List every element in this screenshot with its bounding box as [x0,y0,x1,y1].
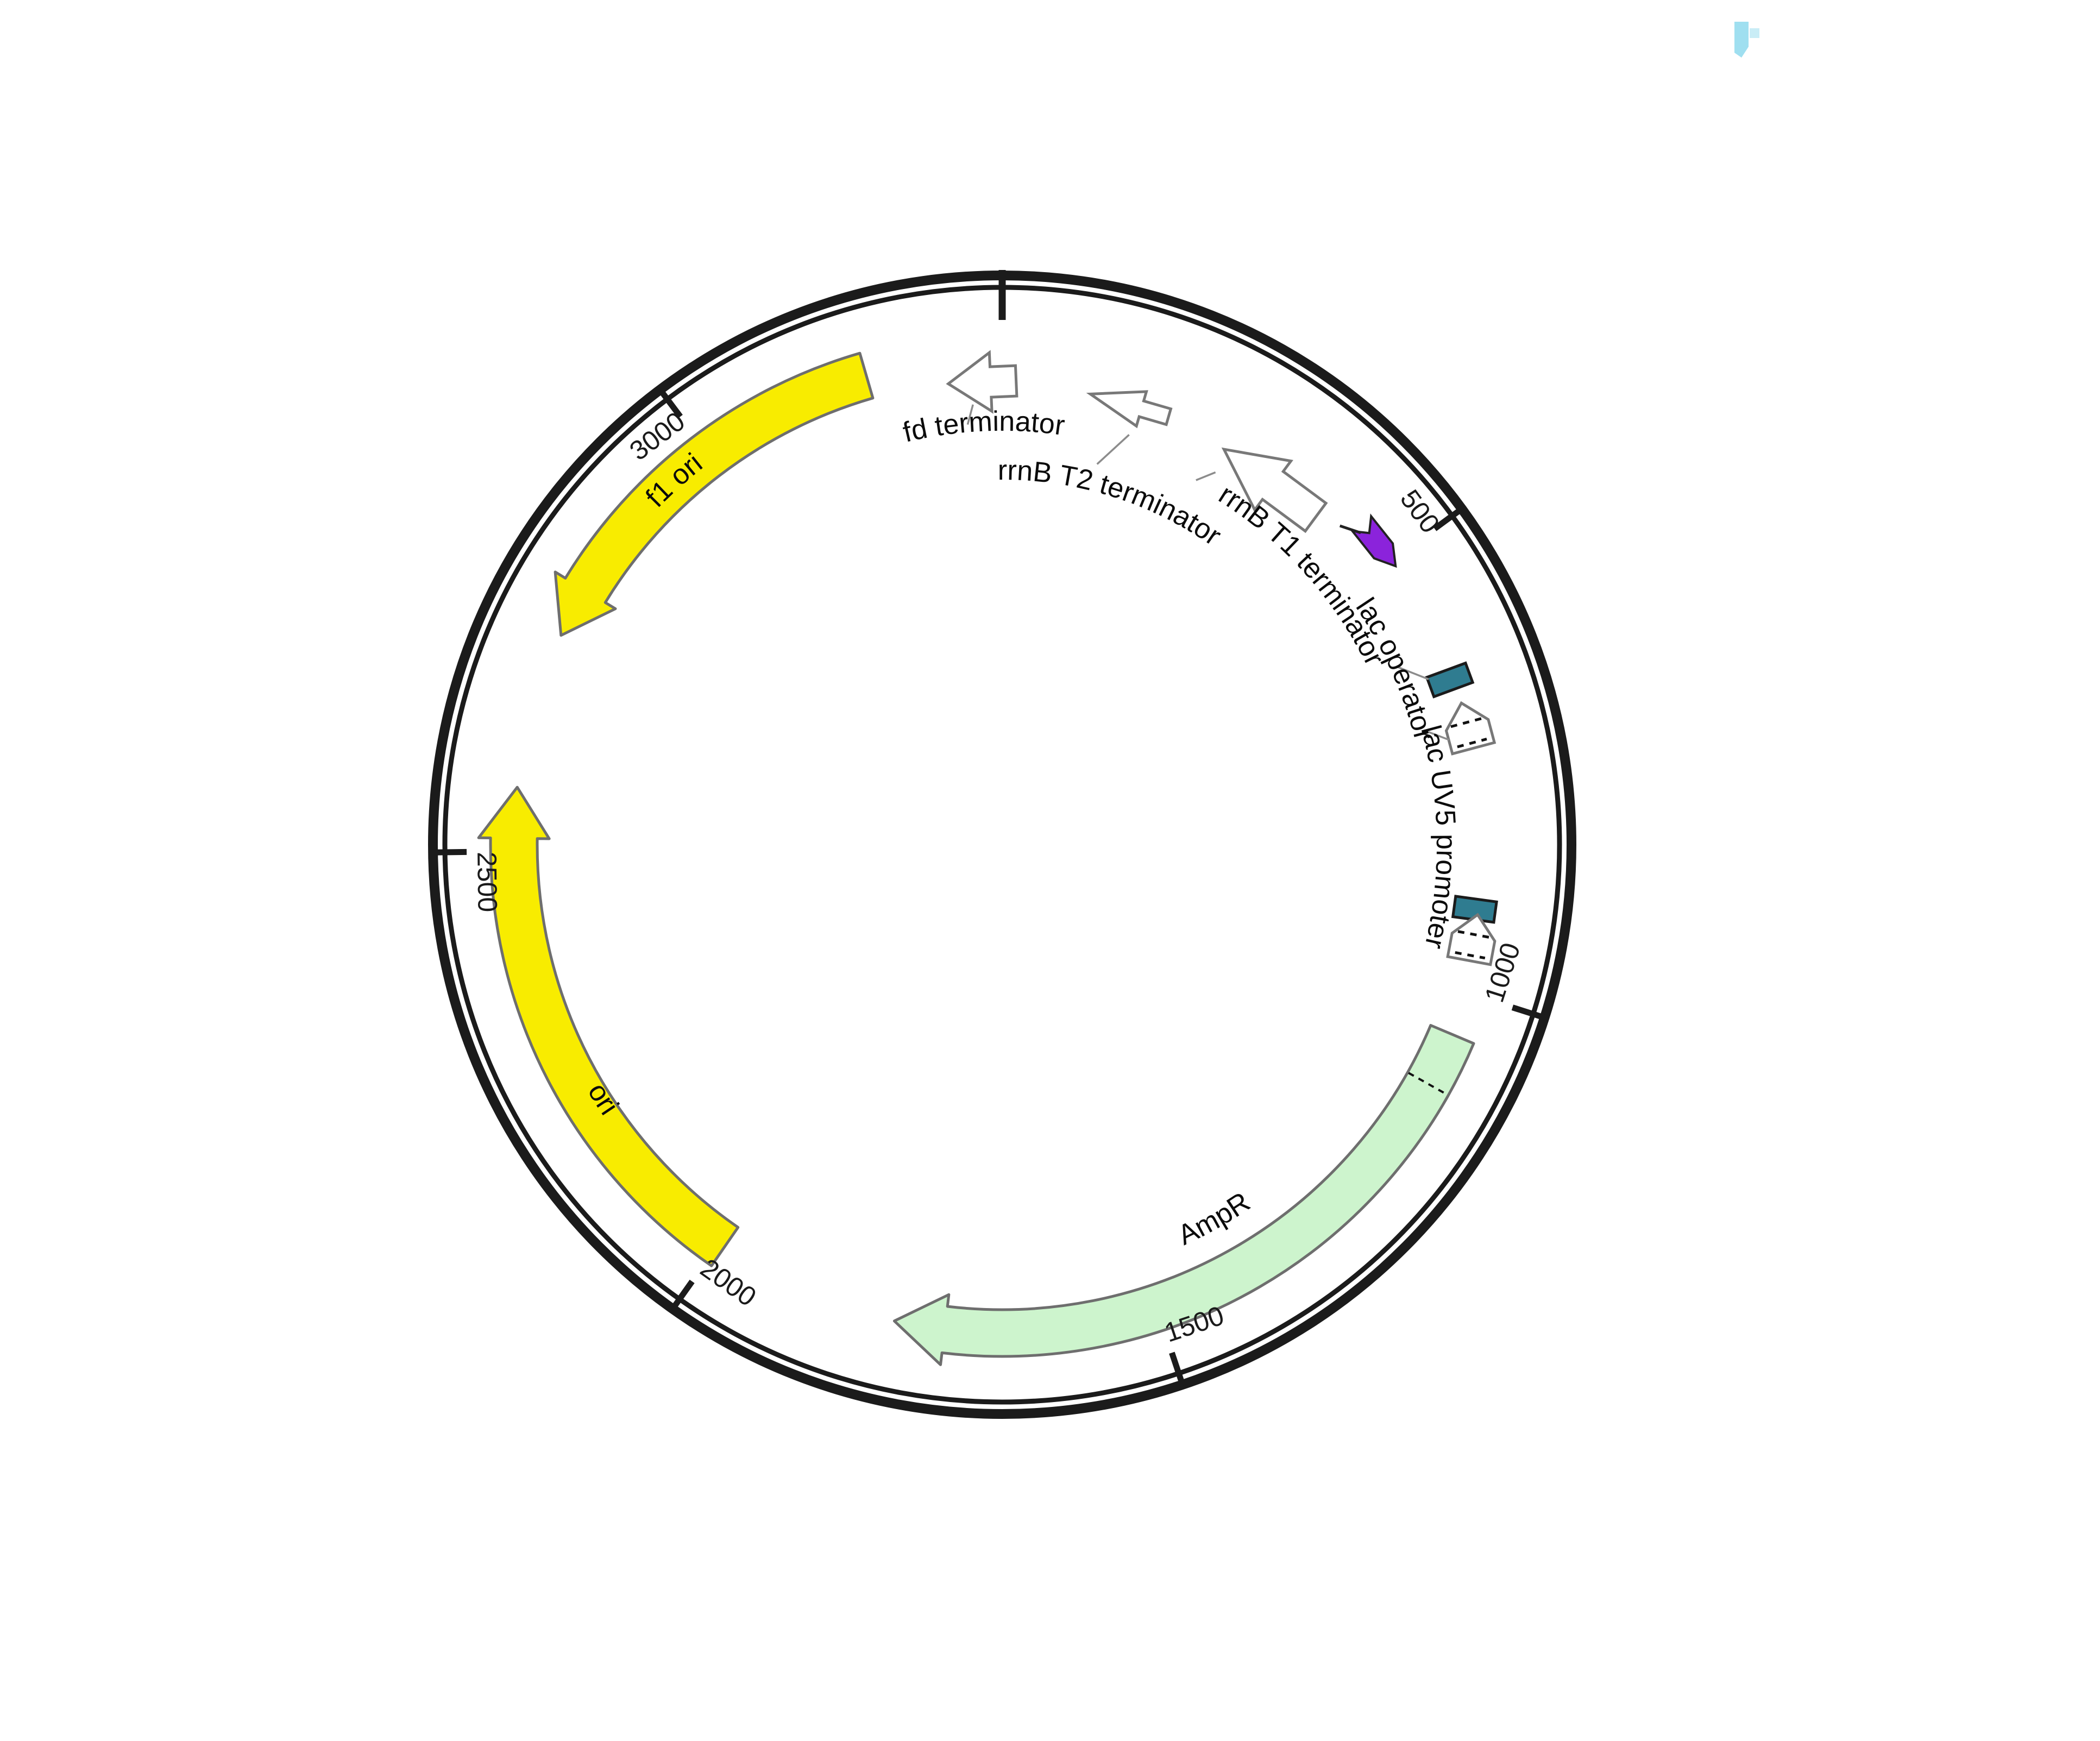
feature-lac-uv5-promoter[interactable] [1441,697,1497,756]
feature-m13-fwd[interactable] [1339,507,1405,577]
feature-connector-1 [1096,434,1130,465]
feature-connector-4 [1428,731,1450,741]
feature-rrnb-t2-terminator-arrow[interactable] [1085,377,1173,434]
tick-1000 [1511,1004,1547,1021]
feature-ampr[interactable] [892,1024,1475,1366]
feature-lac-operator-1[interactable] [1425,661,1475,699]
feature-fd-terminator-arrow[interactable] [946,350,1018,414]
feature-f1-ori[interactable] [554,351,875,637]
snapgene-watermark [1734,22,1759,58]
feature-t7-promoter[interactable] [1446,911,1499,966]
feature-label-rrnb-t2-terminator[interactable]: rrnB T2 terminator [998,455,1227,552]
tick-3000 [657,387,683,419]
snapgene-logo-icon [1734,22,1749,58]
tick-2000 [669,1279,695,1312]
plasmid-backbone-inner [442,285,1562,1405]
feature-connector-3 [1397,666,1429,681]
tick-1500 [1169,1352,1186,1387]
feature-label-fd-terminator[interactable]: fd terminator [900,406,1067,449]
plasmid-backbone-outer [428,271,1576,1419]
feature-rrnb-t1-terminator-arrow[interactable] [1206,425,1334,542]
tick-label-2500: 2500 [471,852,503,913]
feature-ori[interactable] [477,785,740,1267]
snapgene-logo-icon-tab [1750,28,1759,38]
feature-connector-0 [966,404,974,425]
feature-connector-2 [1196,471,1216,481]
tick-label-500: 500 [1394,484,1445,538]
tick-500 [1432,506,1465,531]
feature-ampr-divider [1408,1072,1448,1096]
